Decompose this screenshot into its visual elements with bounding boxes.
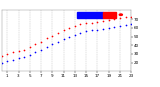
Point: [23, 56, 25, 57]
Point: [96, 29, 99, 30]
Point: [12, 52, 14, 53]
Point: [6, 53, 8, 55]
Point: [12, 59, 14, 61]
Point: [62, 38, 65, 40]
Point: [0, 55, 3, 56]
Point: [107, 19, 110, 21]
Point: [68, 27, 71, 29]
Point: [51, 44, 54, 45]
Point: [130, 24, 132, 25]
Point: [68, 36, 71, 37]
Point: [124, 17, 127, 18]
Point: [74, 34, 76, 35]
Point: [57, 41, 59, 42]
Point: [102, 28, 104, 29]
Point: [28, 46, 31, 48]
Point: [79, 24, 82, 25]
Point: [17, 51, 20, 52]
Point: [107, 27, 110, 29]
Point: [119, 18, 121, 19]
Point: [113, 18, 116, 20]
Point: [6, 60, 8, 62]
Point: [45, 38, 48, 39]
Point: [90, 30, 93, 31]
Point: [17, 58, 20, 59]
Bar: [77, 12, 103, 18]
Point: [113, 26, 116, 28]
Point: [40, 41, 42, 42]
Point: [85, 23, 87, 24]
Point: [79, 32, 82, 34]
Point: [34, 44, 37, 45]
Point: [119, 25, 121, 27]
Point: [85, 31, 87, 32]
Point: [74, 25, 76, 27]
Point: [51, 35, 54, 36]
Point: [90, 22, 93, 23]
Point: [45, 46, 48, 48]
Point: [62, 30, 65, 31]
Point: [28, 54, 31, 56]
Point: [23, 49, 25, 50]
Point: [57, 32, 59, 34]
Point: [130, 16, 132, 17]
Point: [96, 21, 99, 22]
Point: [102, 20, 104, 22]
Point: [124, 25, 127, 26]
Point: [40, 49, 42, 50]
Point: [0, 62, 3, 63]
Bar: [103, 12, 116, 18]
Point: [34, 52, 37, 53]
